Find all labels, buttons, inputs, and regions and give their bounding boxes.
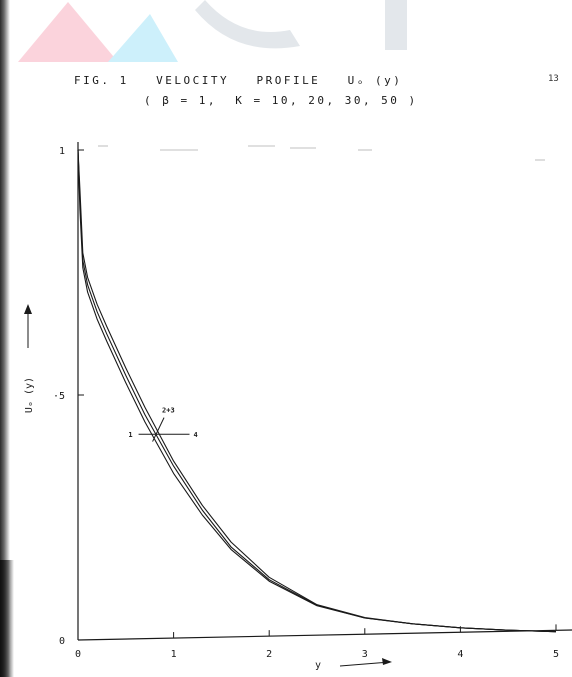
- watermark-logo: [18, 0, 407, 62]
- annotations: 2+3 1 4: [128, 407, 198, 442]
- scan-edge-shadow: [0, 0, 10, 677]
- axes: 0 1 2 3 4 5 0 ·5 1 y Uₒ (y): [24, 142, 572, 671]
- series-line-4: [77, 149, 557, 633]
- annotation-label-4: 4: [194, 431, 198, 439]
- page-number: 13: [548, 74, 559, 84]
- y-tick-label-0.5: ·5: [53, 391, 65, 402]
- x-tick-label-3: 3: [362, 649, 368, 660]
- watermark-triangle-blue: [108, 14, 178, 62]
- x-axis-arrow-shaft: [339, 661, 391, 667]
- annotation-label-2-3: 2+3: [162, 407, 175, 415]
- x-tick-label-0: 0: [75, 649, 81, 660]
- x-tick-label-1: 1: [171, 649, 177, 660]
- y-tick-label-1: 1: [59, 146, 65, 157]
- x-tick-label-4: 4: [457, 649, 463, 660]
- x-tick-label-5: 5: [553, 649, 559, 660]
- x-axis-label: y: [315, 660, 321, 671]
- y-tick-label-0: 0: [59, 636, 65, 647]
- y-axis-arrow-head: [24, 304, 32, 314]
- watermark-leaf: [195, 0, 300, 49]
- figure-subtitle: ( β = 1, K = 10, 20, 30, 50 ): [144, 94, 418, 107]
- x-axis-line: [77, 629, 572, 641]
- series-line-1: [77, 149, 557, 633]
- x-axis-arrow-head: [382, 658, 392, 665]
- y-axis-label: Uₒ (y): [24, 377, 35, 413]
- series-lines: [77, 149, 557, 633]
- x-tick-label-2: 2: [266, 649, 272, 660]
- annotation-label-1: 1: [128, 431, 132, 439]
- watermark-triangle-pink: [18, 2, 118, 62]
- series-line-2-3: [77, 149, 557, 633]
- watermark-bar: [385, 0, 407, 50]
- figure-title: FIG. 1 VELOCITY PROFILE Uₒ (y): [74, 74, 403, 87]
- scan-edge-shadow-bottom: [0, 560, 14, 677]
- annotation-leader-2-3: [152, 417, 165, 442]
